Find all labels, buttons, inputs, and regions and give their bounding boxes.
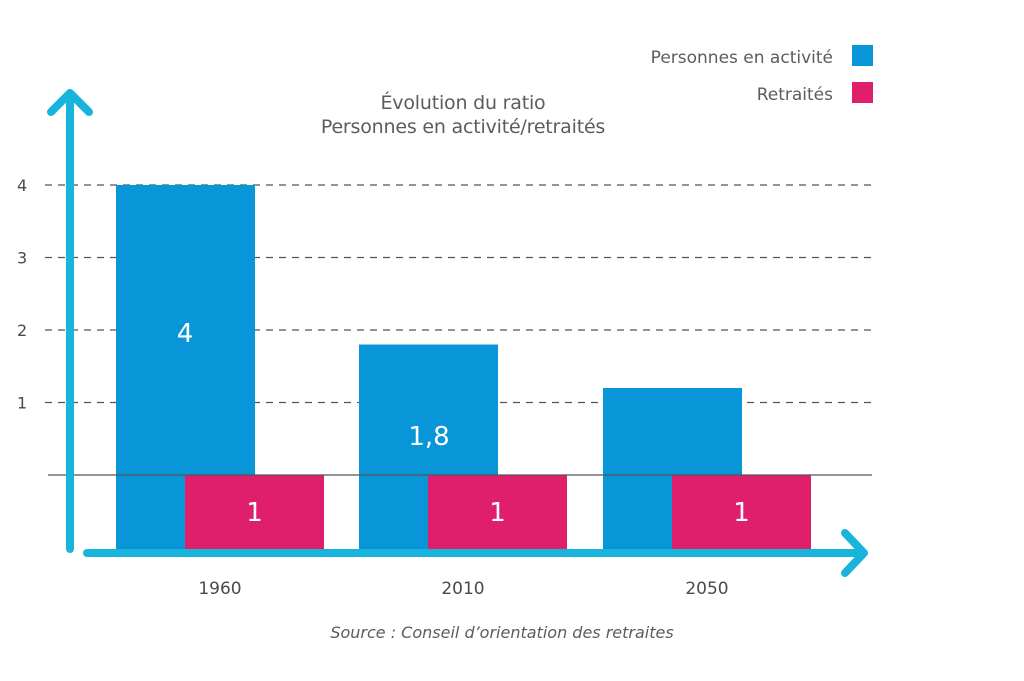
data-label-retraites-2050: 1: [733, 498, 750, 528]
y-tick-label: 1: [17, 394, 27, 413]
y-tick-label: 2: [17, 321, 27, 340]
chart-subtitle: Personnes en activité/retraités: [321, 116, 605, 138]
legend-label-actifs: Personnes en activité: [651, 48, 833, 68]
y-axis-ticks: 4 3 2 1: [17, 176, 27, 413]
data-label-retraites-2010: 1: [489, 498, 506, 528]
x-tick-label-1960: 1960: [198, 579, 241, 599]
y-axis-arrow: [47, 89, 93, 553]
value-labels: 4 1 1,8 1 1,2 1: [177, 319, 750, 528]
x-tick-label-2010: 2010: [441, 579, 484, 599]
legend-swatch-actifs: [852, 45, 873, 66]
x-axis-arrow: [83, 529, 868, 577]
bar-retraites-2010: [428, 475, 567, 549]
legend: Personnes en activité Retraités: [651, 45, 873, 105]
data-label-actifs-2010: 1,8: [408, 422, 449, 452]
data-label-retraites-1960: 1: [246, 498, 263, 528]
bar-retraites-1960: [185, 475, 324, 549]
axes: [47, 89, 868, 577]
data-label-actifs-1960: 4: [177, 319, 194, 349]
bar-retraites-2050: [672, 475, 811, 549]
legend-swatch-retraites: [852, 82, 873, 103]
y-tick-label: 3: [17, 249, 27, 268]
data-label-actifs-2050: 1,2: [652, 415, 693, 445]
x-axis-ticks: 1960 2010 2050: [198, 579, 728, 599]
source-note: Source : Conseil d’orientation des retra…: [330, 623, 673, 642]
x-tick-label-2050: 2050: [685, 579, 728, 599]
y-tick-label: 4: [17, 176, 27, 195]
bars: [116, 185, 811, 549]
legend-label-retraites: Retraités: [757, 85, 833, 105]
chart-title: Évolution du ratio: [381, 91, 546, 114]
